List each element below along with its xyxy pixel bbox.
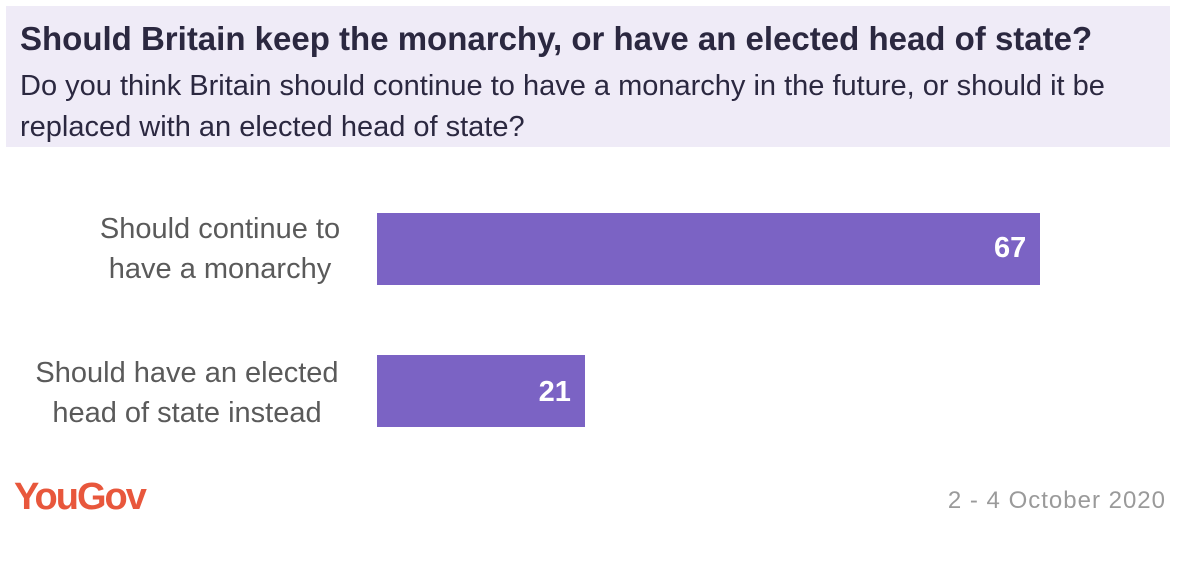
bar-elected-head <box>377 355 585 427</box>
value-label-elected: 21 <box>538 376 571 408</box>
category-label-line: have a monarchy <box>108 253 332 285</box>
survey-date: 2 - 4 October 2020 <box>947 487 1166 514</box>
value-label-monarchy: 67 <box>994 232 1027 264</box>
yougov-logo: YouGov <box>14 476 147 518</box>
category-label-line: Should continue to <box>99 213 341 245</box>
bar-monarchy <box>377 213 1041 285</box>
category-label-monarchy: Should continue to have a monarchy <box>60 209 380 289</box>
category-label-elected: Should have an elected head of state ins… <box>27 353 347 433</box>
category-label-line: Should have an elected <box>35 357 339 389</box>
category-label-line: head of state instead <box>52 397 322 429</box>
chart-subtitle: Do you think Britain should continue to … <box>20 70 1105 143</box>
header-panel: Should Britain keep the monarchy, or hav… <box>6 6 1170 147</box>
chart-title: Should Britain keep the monarchy, or hav… <box>20 20 1093 57</box>
